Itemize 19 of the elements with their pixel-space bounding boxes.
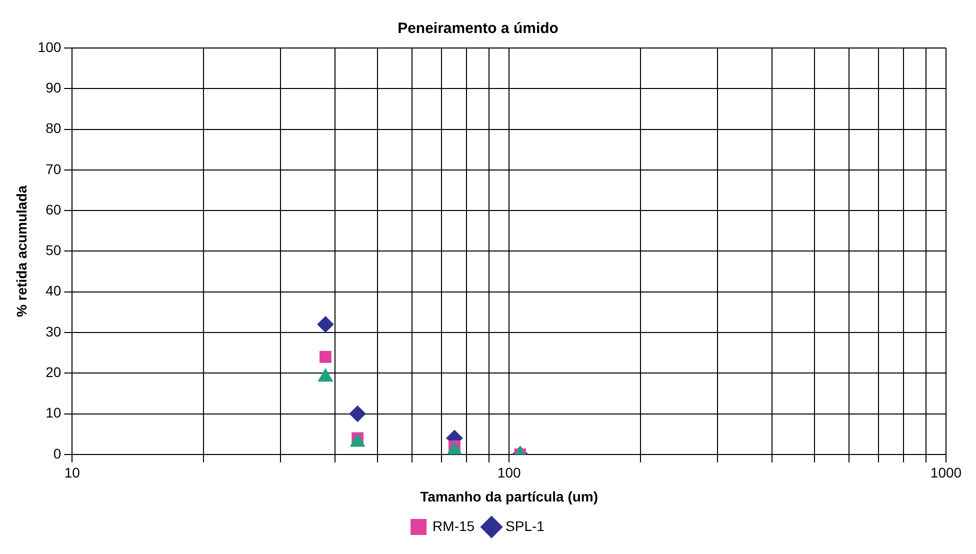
- y-tick-label: 30: [46, 323, 62, 340]
- y-axis-title: % retida acumulada: [13, 185, 30, 317]
- x-tick-label: 100: [497, 464, 521, 481]
- y-tick-label: 90: [46, 80, 62, 96]
- legend-label: SPL-1: [506, 518, 545, 534]
- y-tick-label: 10: [46, 404, 62, 421]
- x-tick-label: 10: [64, 464, 80, 481]
- y-tick-label: 20: [46, 364, 62, 380]
- y-tick-label: 50: [46, 242, 62, 258]
- x-tick-label: 1000: [930, 464, 962, 481]
- legend-label: RM-15: [432, 518, 475, 534]
- y-tick-label: 100: [38, 38, 62, 55]
- y-tick-label: 70: [46, 160, 62, 177]
- y-tick-label: 60: [46, 201, 62, 218]
- x-axis-title: Tamanho da partícula (um): [420, 488, 598, 504]
- chart-title: Peneiramento a úmido: [398, 20, 558, 38]
- y-tick-label: 40: [46, 282, 62, 299]
- y-tick-label: 80: [46, 120, 62, 136]
- y-tick-label: 0: [53, 445, 62, 462]
